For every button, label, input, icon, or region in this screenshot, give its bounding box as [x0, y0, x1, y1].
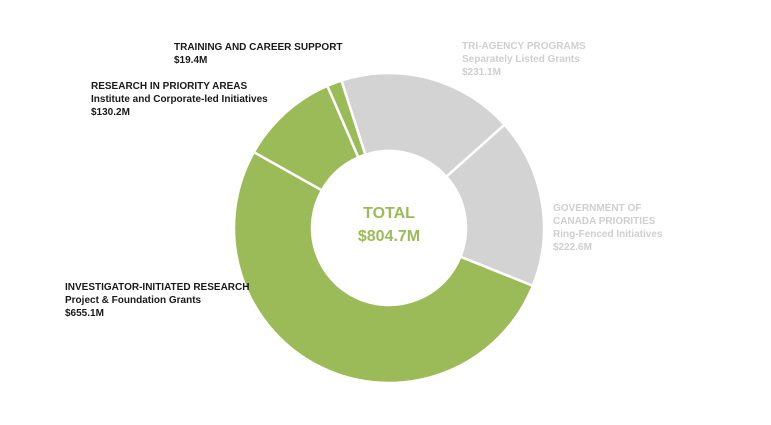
label-gov-canada-category-line2: CANADA PRIORITIES [553, 216, 656, 227]
label-investigator-sub: Project & Foundation Grants [65, 295, 202, 306]
center-total-label: TOTAL $804.7M [318, 203, 460, 249]
label-gov-canada-amount: $222.6M [553, 242, 592, 253]
label-tri-agency-category: TRI-AGENCY PROGRAMS [462, 41, 586, 52]
label-tri-agency-amount: $231.1M [462, 67, 501, 78]
center-value: $804.7M [357, 228, 421, 245]
slice-training [325, 78, 367, 160]
label-tri-agency-sub: Separately Listed Grants [462, 54, 580, 65]
label-training-amount: $19.4M [174, 55, 208, 66]
label-investigator: INVESTIGATOR-INITIATED RESEARCH Project … [65, 281, 249, 320]
label-gov-canada-sub: Ring-Fenced Initiatives [553, 229, 663, 240]
label-tri-agency: TRI-AGENCY PROGRAMS Separately Listed Gr… [462, 40, 586, 79]
label-investigator-category: INVESTIGATOR-INITIATED RESEARCH [65, 282, 250, 293]
slice-investigator [232, 150, 535, 385]
slice-tri-agency [339, 71, 507, 179]
label-gov-canada-category-line1: GOVERNMENT OF [553, 203, 642, 214]
center-title: TOTAL [363, 205, 415, 222]
label-priority-areas-sub: Institute and Corporate-led Initiatives [91, 94, 268, 105]
slice-gov-canada [444, 122, 546, 288]
label-priority-areas: RESEARCH IN PRIORITY AREAS Institute and… [91, 80, 268, 119]
label-training-category: TRAINING AND CAREER SUPPORT [174, 42, 343, 53]
label-priority-areas-category: RESEARCH IN PRIORITY AREAS [91, 81, 248, 92]
label-gov-canada: GOVERNMENT OF CANADA PRIORITIES Ring-Fen… [553, 202, 662, 254]
label-priority-areas-amount: $130.2M [91, 107, 130, 118]
label-investigator-amount: $655.1M [65, 308, 104, 319]
label-training: TRAINING AND CAREER SUPPORT $19.4M [174, 41, 343, 67]
